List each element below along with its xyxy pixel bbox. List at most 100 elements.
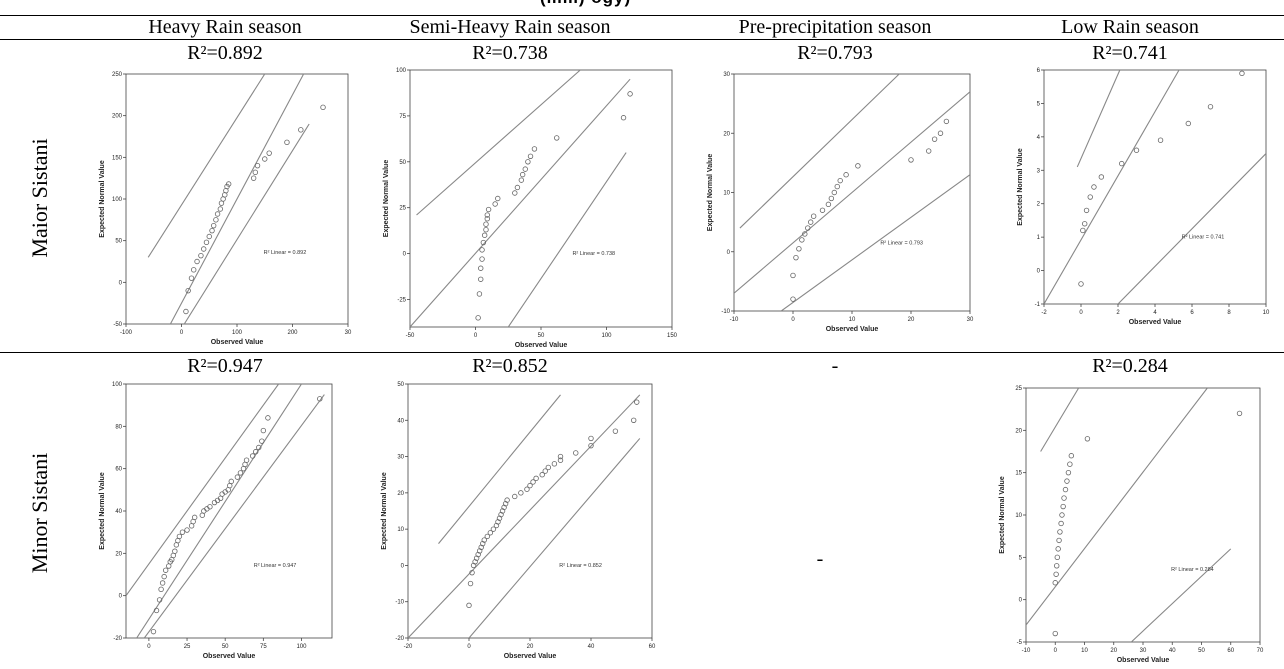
y-tick-label: 6: [1037, 68, 1041, 74]
y-tick-label: -10: [395, 600, 404, 606]
x-tick-label: 8: [1227, 310, 1231, 316]
y-tick-label: 0: [119, 594, 123, 600]
data-point: [483, 221, 489, 227]
data-point: [525, 159, 531, 165]
data-point: [828, 195, 835, 202]
y-tick-label: 10: [1015, 513, 1022, 519]
data-point: [551, 461, 558, 467]
data-point: [213, 217, 219, 223]
data-point: [1133, 147, 1140, 153]
header-rule: [0, 39, 1284, 40]
data-point: [194, 258, 200, 265]
reference-line: [1044, 70, 1180, 304]
data-point: [484, 212, 490, 218]
data-point: [1052, 580, 1058, 586]
data-point: [191, 267, 197, 273]
x-tick-label: 70: [1257, 648, 1264, 654]
x-tick-label: 0: [791, 317, 795, 323]
y-tick-label: -20: [113, 636, 122, 642]
x-tick-label: 0: [1079, 310, 1083, 316]
data-point: [490, 526, 497, 532]
data-point: [479, 247, 485, 253]
data-point: [484, 215, 490, 222]
y-tick-label: 20: [397, 491, 404, 497]
r2-annotation: R² Linear = 0.738: [572, 251, 615, 257]
r2-annotation: R² Linear = 0.852: [559, 563, 602, 569]
r2-maior-heavy: R²=0.892: [187, 42, 263, 64]
data-point: [533, 475, 539, 482]
x-tick-label: 20: [1110, 648, 1117, 654]
data-point: [620, 115, 627, 121]
r2-maior-low-rain: R²=0.741: [1092, 42, 1168, 64]
plot-minor-heavy: 0 25 50 75 100 -20 0 20 40 60 80 100 R² Linear = 0.9…: [96, 378, 340, 665]
reference-line: [507, 152, 627, 327]
reference-line: [1130, 548, 1232, 642]
data-point: [156, 597, 163, 603]
data-point: [266, 150, 272, 156]
data-point: [514, 184, 521, 191]
data-point: [214, 211, 221, 217]
r2-maior-semi-heavy: R²=0.738: [472, 42, 548, 64]
reference-line: [416, 70, 581, 216]
x-tick-label: 50: [1198, 648, 1205, 654]
data-point: [191, 514, 198, 521]
column-header-pre-precipitation: Pre-precipitation season: [738, 16, 932, 38]
data-point: [810, 213, 817, 219]
reference-line: [136, 384, 302, 638]
reference-line: [1117, 153, 1266, 304]
data-point: [634, 399, 640, 405]
r2-annotation: R² Linear = 0.892: [264, 250, 307, 256]
data-point: [805, 225, 811, 231]
data-point: [485, 206, 492, 213]
x-tick-label: 10: [849, 317, 856, 323]
data-point: [492, 201, 498, 207]
data-point: [478, 276, 484, 282]
data-point: [265, 415, 271, 421]
x-tick-label: 25: [184, 644, 191, 650]
data-point: [790, 296, 796, 302]
data-point: [1065, 469, 1072, 476]
data-point: [254, 162, 261, 169]
row-label-minor: Minor Sistani: [27, 452, 52, 574]
x-tick-label: 0: [1054, 648, 1058, 654]
data-point: [527, 482, 533, 489]
data-point: [198, 252, 204, 259]
x-tick-label: 0: [180, 330, 184, 336]
y-tick-label: 0: [401, 563, 405, 569]
x-tick-label: 100: [232, 330, 243, 336]
data-point: [834, 183, 840, 190]
y-tick-label: 15: [1015, 471, 1022, 477]
reference-line: [126, 384, 280, 596]
x-tick-label: -10: [730, 317, 739, 323]
x-tick-label: 0: [147, 644, 151, 650]
qq-plot-svg: -10 0 10 20 30 40 50 60 70 -5 0 5 10 15 20 25 R² Linear …: [999, 386, 1264, 664]
plot-maior-semi-heavy: -50 0 50 100 150 -25 0 25 50 75 100 R² Linear = 0.7…: [380, 64, 680, 354]
data-point: [249, 453, 256, 459]
reference-line: [143, 394, 325, 638]
data-point: [831, 189, 837, 196]
y-tick-label: 2: [1037, 202, 1041, 208]
y-tick-label: 5: [1019, 555, 1023, 561]
y-tick-label: 0: [403, 252, 407, 258]
x-tick-label: 2: [1116, 310, 1120, 316]
data-point: [819, 207, 826, 213]
data-point: [158, 586, 164, 593]
data-point: [250, 175, 257, 181]
reference-line: [169, 74, 305, 324]
data-point: [298, 127, 304, 133]
data-point: [1185, 120, 1191, 127]
reference-line: [1076, 70, 1121, 168]
x-tick-label: -20: [404, 644, 413, 650]
x-tick-label: 150: [667, 333, 678, 339]
r2-minor-pre-precipitation: -: [831, 355, 839, 377]
data-point: [159, 580, 166, 586]
y-tick-label: 0: [1019, 598, 1023, 604]
data-point: [256, 444, 262, 451]
y-tick-label: 60: [115, 467, 122, 473]
data-point: [1054, 563, 1060, 569]
data-point: [1053, 571, 1059, 577]
plot-frame: [1043, 69, 1267, 305]
x-tick-label: 4: [1153, 310, 1157, 316]
reference-line: [183, 123, 310, 324]
y-tick-label: 25: [399, 206, 406, 212]
